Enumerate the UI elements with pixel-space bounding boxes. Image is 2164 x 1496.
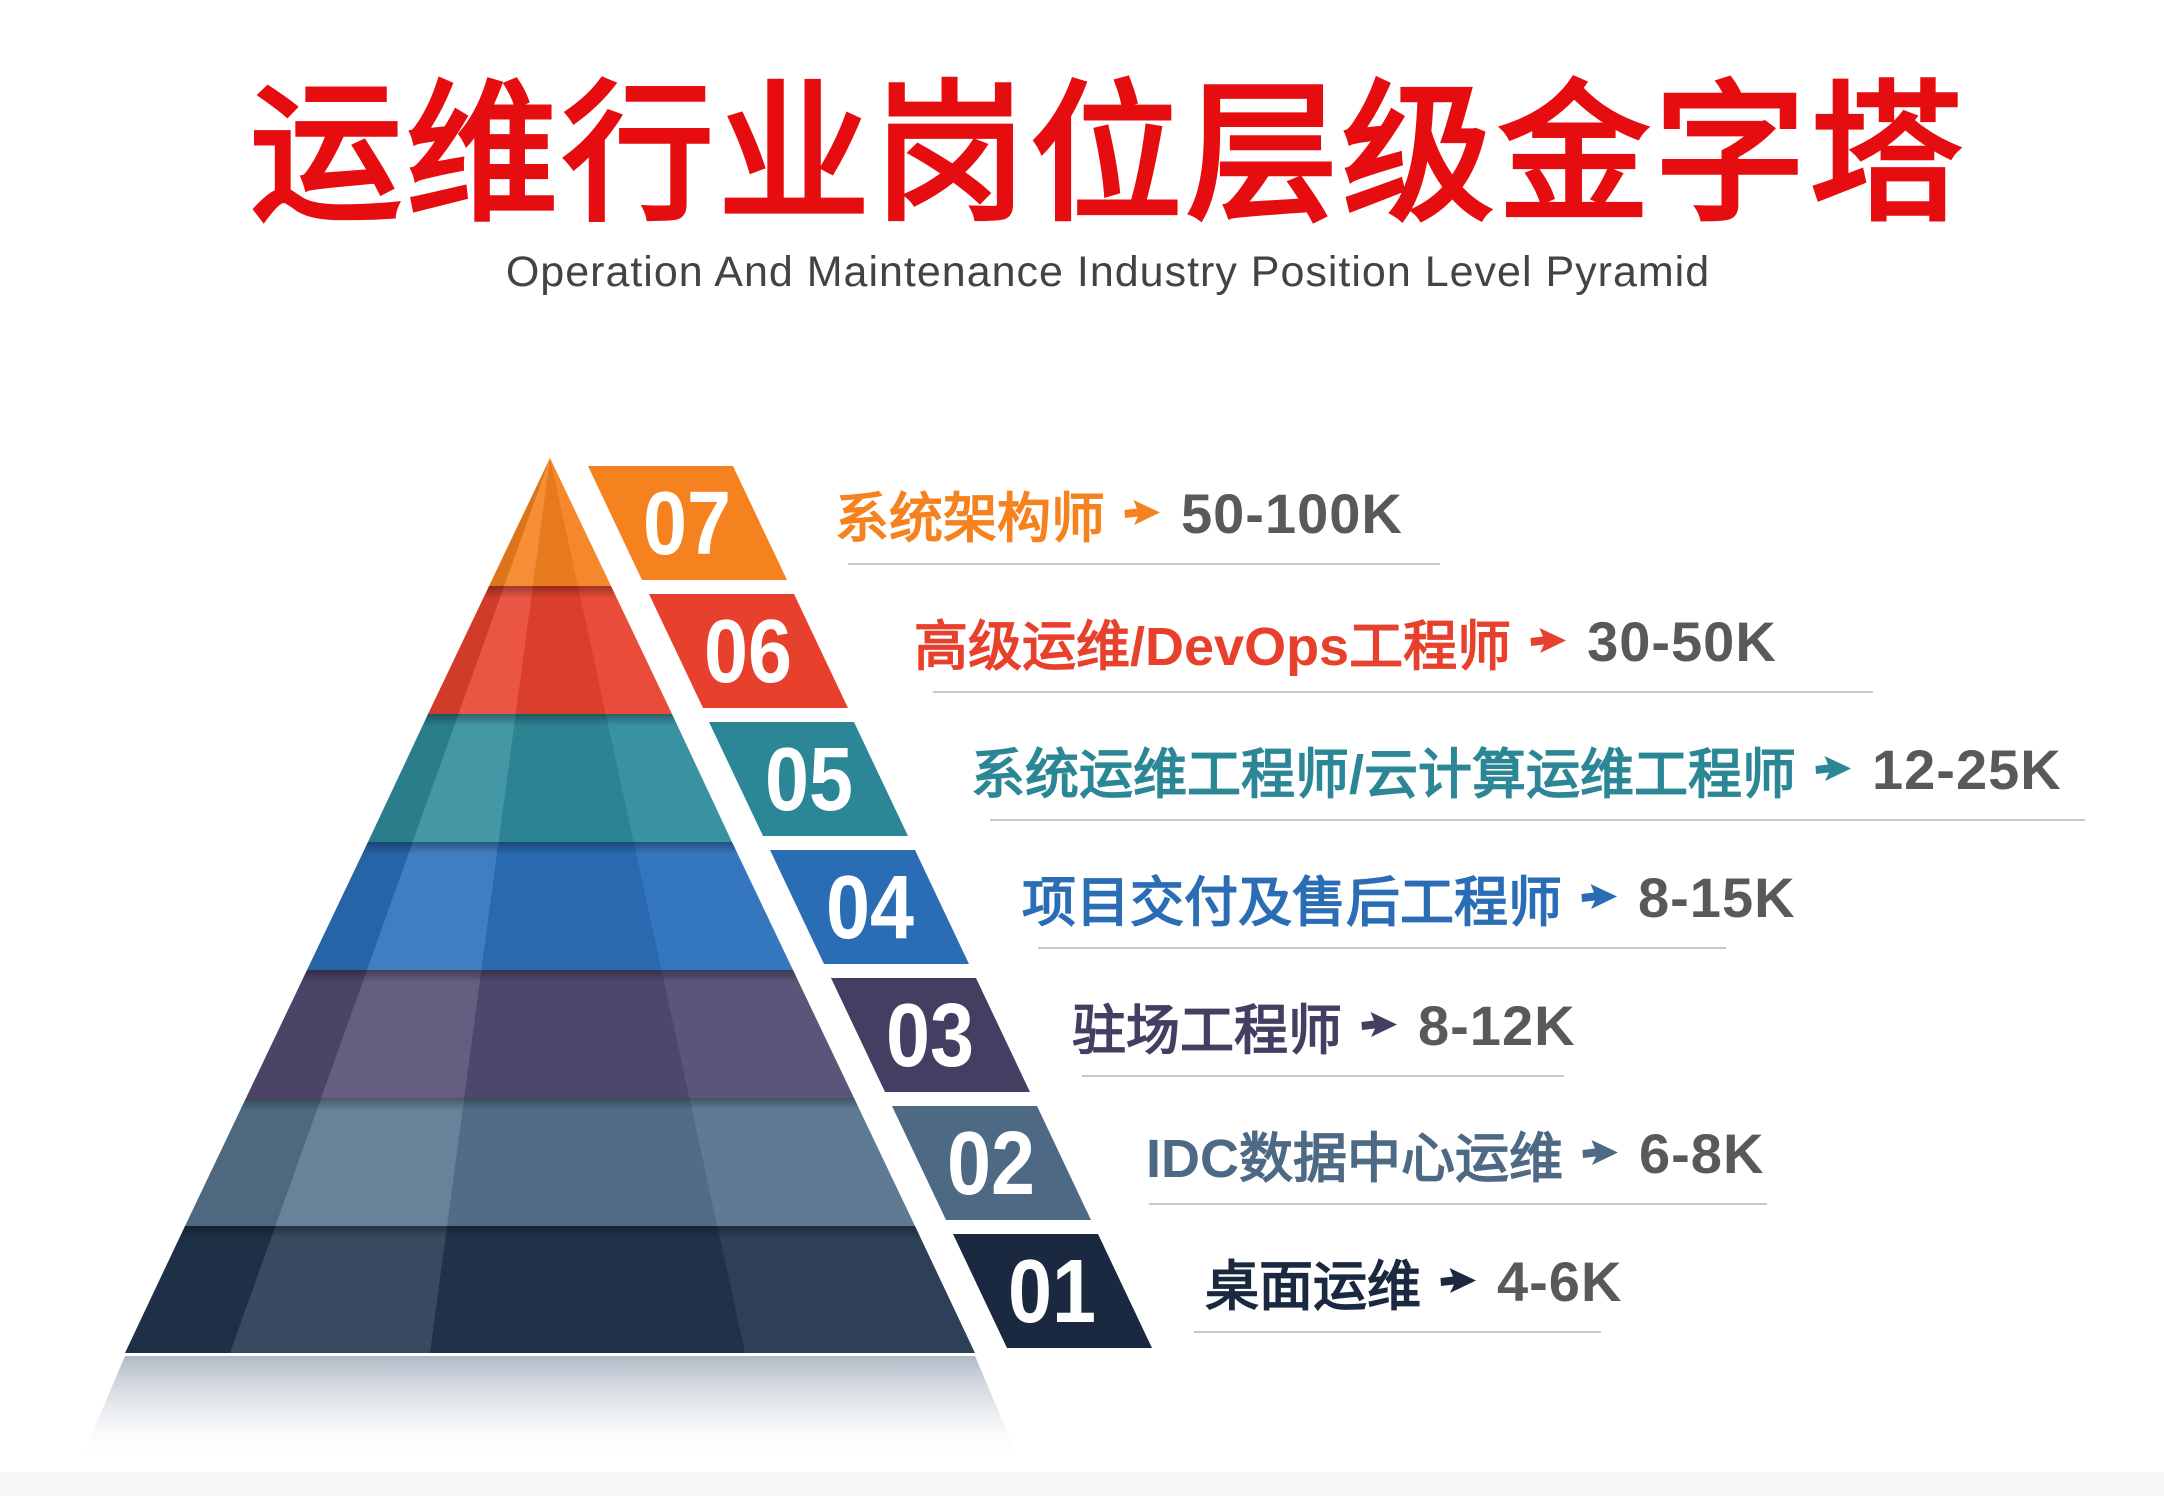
- band-shadow: [362, 842, 738, 854]
- page-subtitle: Operation And Maintenance Industry Posit…: [505, 248, 1711, 297]
- pyramid-band-01: [125, 1226, 975, 1353]
- pyramid-reflection: [80, 1356, 1020, 1462]
- level-row-01: 桌面运维 4-6K: [1205, 1249, 1623, 1317]
- level-tag-06: [649, 594, 848, 708]
- pyramid-band-07: [489, 458, 611, 586]
- level-row-03: 驻场工程师 8-12K: [1072, 993, 1576, 1061]
- arrow-icon: [1439, 1266, 1479, 1296]
- salary-value: 50-100K: [1181, 481, 1403, 545]
- facet-left-dark: [125, 458, 550, 1353]
- level-label: IDC数据中心运维: [1146, 1128, 1563, 1189]
- level-row-02: IDC数据中心运维 6-8K: [1146, 1121, 1765, 1189]
- facet-right-highlight: [550, 458, 975, 1353]
- row-underline: [933, 691, 1873, 693]
- pyramid-band-03: [246, 970, 854, 1098]
- salary-value: 6-8K: [1639, 1121, 1765, 1185]
- salary-value: 12-25K: [1872, 737, 2062, 801]
- arrow-icon: [1123, 498, 1163, 528]
- band-separator-shadows: [180, 586, 921, 1238]
- row-underline: [1194, 1331, 1601, 1333]
- level-label: 桌面运维: [1205, 1256, 1421, 1317]
- level-label: 高级运维/DevOps工程师: [914, 616, 1512, 677]
- row-underline: [990, 819, 2085, 821]
- level-label: 系统架构师: [835, 488, 1105, 549]
- tag-number-01: 01: [1008, 1242, 1096, 1342]
- band-shadow: [423, 714, 677, 726]
- pyramid-band-02: [185, 1098, 915, 1226]
- level-tag-03: [831, 978, 1030, 1092]
- level-label: 项目交付及售后工程师: [1022, 872, 1562, 933]
- arrow-icon: [1814, 754, 1854, 784]
- pyramid-facets: [125, 458, 975, 1353]
- band-shadow: [484, 586, 617, 598]
- band-shadow: [240, 1098, 860, 1110]
- level-tag-04: [770, 850, 969, 964]
- pyramid-band-06: [428, 586, 672, 714]
- row-underline: [1038, 947, 1726, 949]
- level-row-04: 项目交付及售后工程师 8-15K: [1022, 865, 1796, 933]
- level-label: 系统运维工程师/云计算运维工程师: [971, 744, 1797, 805]
- facet-left-highlight: [230, 458, 550, 1353]
- arrow-icon: [1529, 626, 1569, 656]
- tag-number-06: 06: [704, 602, 792, 702]
- row-underline: [1149, 1203, 1767, 1205]
- salary-value: 30-50K: [1587, 609, 1777, 673]
- tag-number-02: 02: [947, 1114, 1035, 1214]
- level-row-07: 系统架构师 50-100K: [835, 481, 1403, 549]
- page-title: 运维行业岗位层级金字塔: [250, 70, 1966, 240]
- level-tag-05: [709, 722, 908, 836]
- arrow-icon: [1360, 1010, 1400, 1040]
- level-tag-02: [892, 1106, 1091, 1220]
- tag-number-07: 07: [643, 474, 731, 574]
- tag-number-03: 03: [886, 986, 974, 1086]
- pyramid-band-04: [307, 842, 793, 970]
- salary-value: 8-12K: [1418, 993, 1576, 1057]
- tag-number-05: 05: [765, 730, 853, 830]
- band-shadow: [180, 1226, 921, 1238]
- level-row-05: 系统运维工程师/云计算运维工程师 12-25K: [971, 737, 2062, 805]
- arrow-icon: [1581, 1138, 1621, 1168]
- salary-value: 8-15K: [1638, 865, 1796, 929]
- salary-value: 4-6K: [1497, 1249, 1623, 1313]
- row-underline: [848, 563, 1440, 565]
- header: 运维行业岗位层级金字塔 Operation And Maintenance In…: [0, 70, 2164, 297]
- pyramid-band-05: [368, 714, 732, 842]
- level-tags: 07 06 05 04 03 02 01: [588, 466, 1152, 1348]
- tag-number-04: 04: [826, 858, 914, 958]
- level-row-06: 高级运维/DevOps工程师 30-50K: [914, 609, 1777, 677]
- level-tag-01: [953, 1234, 1152, 1348]
- band-shadow: [301, 970, 799, 982]
- facet-center-shade: [430, 458, 745, 1353]
- level-label: 驻场工程师: [1072, 1000, 1342, 1061]
- arrow-icon: [1580, 882, 1620, 912]
- footer-strip: [0, 1472, 2164, 1496]
- level-tag-07: [588, 466, 787, 580]
- row-underline: [1082, 1075, 1564, 1077]
